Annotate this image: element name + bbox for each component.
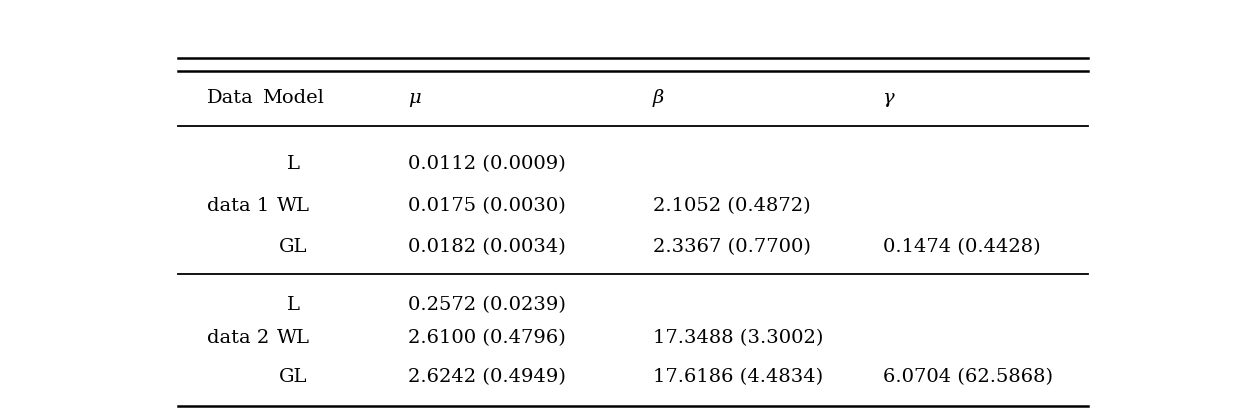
Text: L: L xyxy=(287,296,300,314)
Text: 2.1052 (0.4872): 2.1052 (0.4872) xyxy=(653,197,811,215)
Text: 2.3367 (0.7700): 2.3367 (0.7700) xyxy=(653,238,811,256)
Text: GL: GL xyxy=(279,238,308,256)
Text: 17.3488 (3.3002): 17.3488 (3.3002) xyxy=(653,329,823,347)
Text: 2.6242 (0.4949): 2.6242 (0.4949) xyxy=(408,368,566,386)
Text: 0.2572 (0.0239): 0.2572 (0.0239) xyxy=(408,296,566,314)
Text: 0.0112 (0.0009): 0.0112 (0.0009) xyxy=(408,155,566,173)
Text: β: β xyxy=(653,89,664,106)
Text: GL: GL xyxy=(279,368,308,386)
Text: γ: γ xyxy=(883,89,894,106)
Text: WL: WL xyxy=(277,197,310,215)
Text: data 1: data 1 xyxy=(208,197,269,215)
Text: 6.0704 (62.5868): 6.0704 (62.5868) xyxy=(883,368,1053,386)
Text: L: L xyxy=(287,155,300,173)
Text: 0.0182 (0.0034): 0.0182 (0.0034) xyxy=(408,238,566,256)
Text: 2.6100 (0.4796): 2.6100 (0.4796) xyxy=(408,329,566,347)
Text: 17.6186 (4.4834): 17.6186 (4.4834) xyxy=(653,368,823,386)
Text: Model: Model xyxy=(262,89,324,106)
Text: data 2: data 2 xyxy=(208,329,269,347)
Text: Data: Data xyxy=(208,89,253,106)
Text: 0.0175 (0.0030): 0.0175 (0.0030) xyxy=(408,197,566,215)
Text: 0.1474 (0.4428): 0.1474 (0.4428) xyxy=(883,238,1041,256)
Text: μ: μ xyxy=(408,89,421,106)
Text: WL: WL xyxy=(277,329,310,347)
